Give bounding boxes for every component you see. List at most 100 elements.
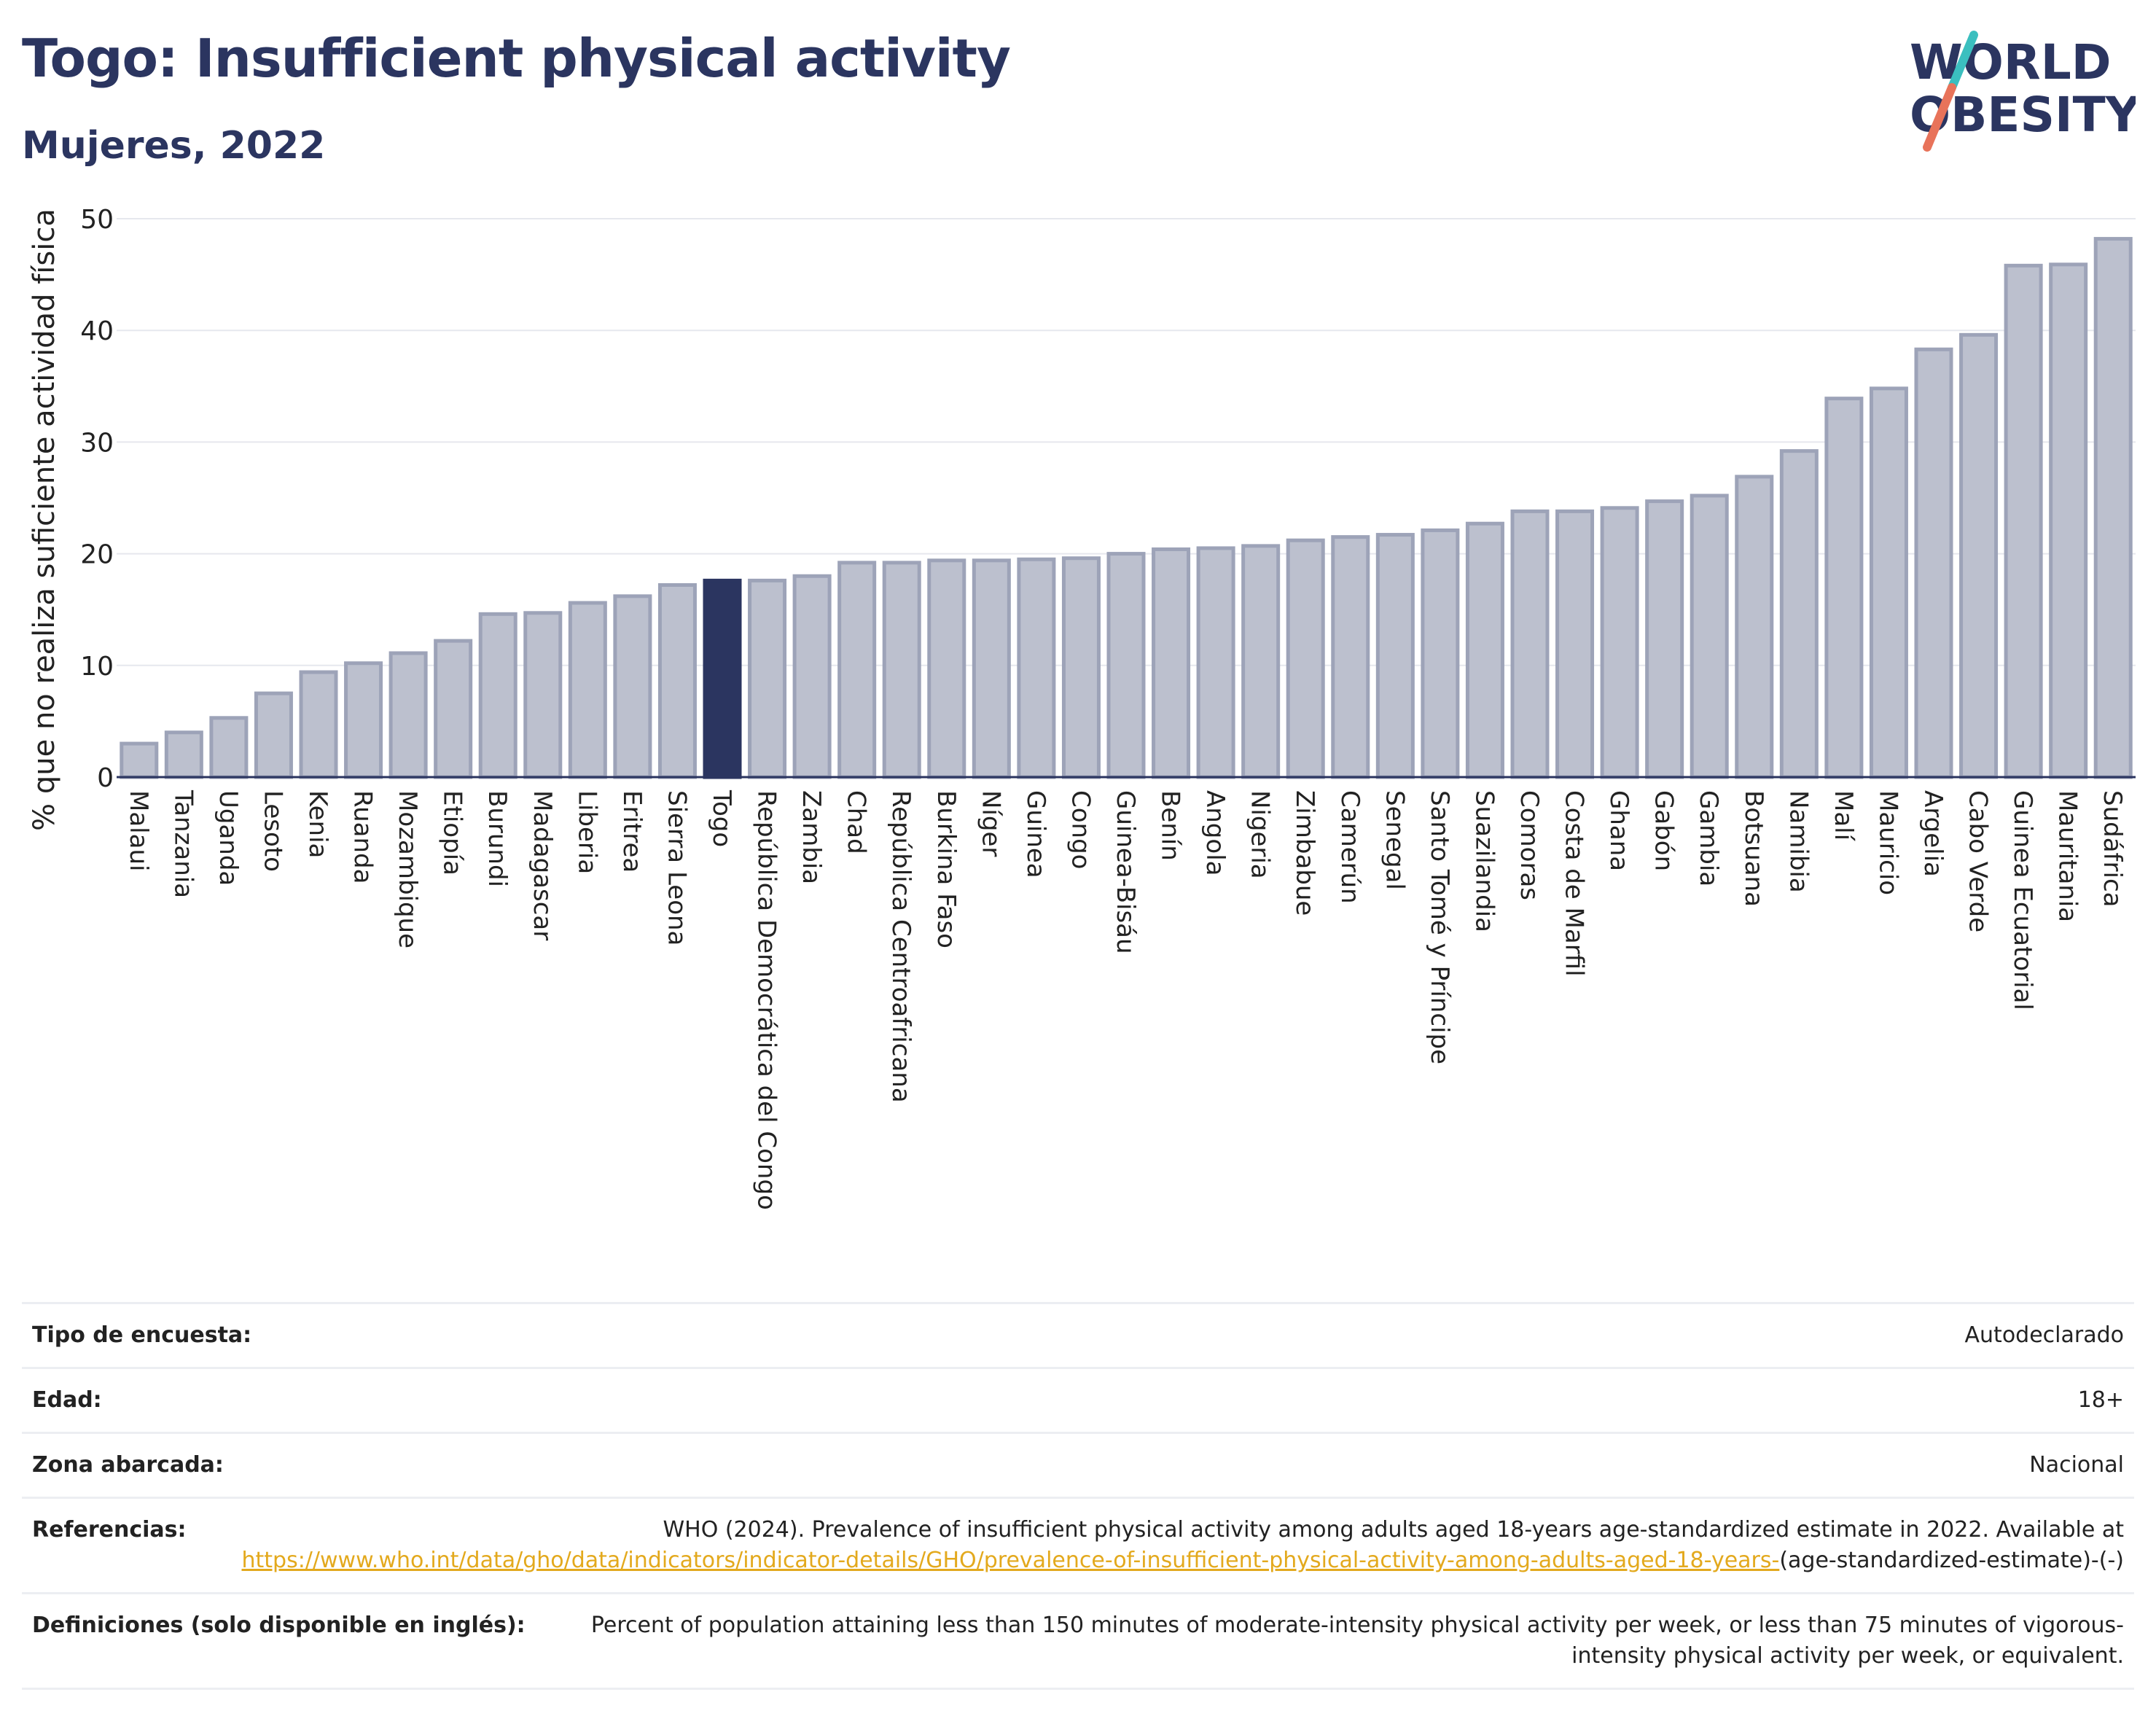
bar-malí [1824, 397, 1864, 779]
x-tick-label: Argelia [1918, 790, 1948, 877]
bar-burkina-faso [927, 558, 966, 779]
bar-senegal [1375, 533, 1415, 779]
y-axis-label: % que no realiza suficiente actividad fí… [28, 208, 61, 831]
bar-malaui [120, 741, 159, 779]
references-suffix: (age-standardized-estimate)-(-) [1779, 1548, 2124, 1573]
x-tick-label: Suazilandia [1469, 790, 1499, 932]
definitions-label: Definiciones (solo disponible en inglés)… [32, 1613, 526, 1638]
x-tick-label: Burundi [483, 790, 512, 887]
x-tick-label: Santo Tomé y Príncipe [1425, 790, 1454, 1064]
bar-zimbabue [1286, 538, 1325, 779]
bar-madagascar [523, 611, 563, 779]
y-tick-label: 0 [97, 763, 114, 793]
bar-benín [1152, 547, 1191, 779]
bar-suazilandia [1465, 521, 1504, 779]
x-tick-label: Sierra Leona [662, 790, 691, 946]
bar-gabón [1645, 499, 1684, 779]
logo-slash-bottom [1923, 83, 1956, 152]
references-link[interactable]: https://www.who.int/data/gho/data/indica… [241, 1548, 1780, 1573]
x-tick-label: Etiopía [438, 790, 467, 876]
age-value: 18+ [2077, 1387, 2124, 1413]
age-label: Edad: [32, 1387, 102, 1413]
bar-gambia [1690, 494, 1729, 779]
x-tick-label: Togo [707, 789, 736, 847]
references-row: Referencias: WHO (2024). Prevalence of i… [22, 1497, 2134, 1592]
y-tick-label: 30 [80, 428, 114, 458]
x-tick-label: Liberia [572, 790, 601, 874]
bar-mauritania [2049, 262, 2088, 779]
bar-cabo-verde [1959, 332, 1999, 779]
x-tick-label: Zambia [797, 790, 826, 884]
definitions-row: Definiciones (solo disponible en inglés)… [22, 1592, 2134, 1690]
bar-chad [837, 561, 877, 779]
y-tick-label: 40 [80, 316, 114, 346]
bar-camerún [1331, 535, 1370, 779]
survey-type-row: Tipo de encuesta: Autodeclarado [22, 1302, 2134, 1367]
area-value: Nacional [2029, 1452, 2124, 1478]
area-label: Zona abarcada: [32, 1452, 224, 1478]
y-tick-label: 20 [80, 540, 114, 570]
bar-kenia [299, 670, 338, 779]
x-tick-label: Zimbabue [1290, 790, 1319, 916]
y-tick-label: 10 [80, 652, 114, 682]
info-table: Tipo de encuesta: Autodeclarado Edad: 18… [22, 1302, 2134, 1690]
bar-mauricio [1869, 386, 1908, 779]
x-tick-label: Congo [1066, 790, 1095, 869]
page-subtitle: Mujeres, 2022 [22, 124, 326, 168]
bar-zambia [792, 574, 832, 779]
x-tick-label: Níger [976, 790, 1005, 857]
y-axis-ticks: 0 10 20 30 40 50 [80, 205, 114, 793]
x-tick-label: Malaui [124, 790, 153, 871]
bar-uganda [209, 716, 249, 779]
x-tick-label: Ruanda [348, 790, 378, 884]
bar-guinea-ecuatorial [2004, 263, 2043, 779]
bar-burundi [478, 612, 517, 779]
bar-liberia [568, 601, 607, 779]
bar-lesoto [254, 691, 293, 779]
bar-comoras [1510, 509, 1550, 779]
logo-line1: WORLD [1910, 34, 2112, 90]
references-value: WHO (2024). Prevalence of insufficient p… [187, 1515, 2124, 1576]
x-tick-label: Botsuana [1739, 790, 1768, 907]
x-tick-label: Costa de Marfil [1560, 790, 1589, 977]
x-tick-label: República Democrática del Congo [752, 790, 781, 1210]
bar-botsuana [1735, 475, 1774, 779]
logo-slash-top [1948, 31, 1978, 92]
x-tick-label: Senegal [1380, 790, 1409, 890]
bar-tanzania [164, 730, 203, 779]
x-tick-label: Chad [842, 790, 871, 854]
x-tick-label: Sudáfrica [2098, 790, 2127, 907]
x-tick-label: Mozambique [393, 790, 422, 948]
x-tick-label: Uganda [214, 790, 243, 886]
x-tick-label: Guinea Ecuatorial [2008, 790, 2037, 1010]
bar-angola [1196, 546, 1235, 779]
bar-república-democrática-del-congo [748, 578, 787, 779]
bar-santo-tomé-y-príncipe [1421, 528, 1460, 779]
bar-guinea-bisáu [1106, 552, 1146, 779]
x-tick-label: Cabo Verde [1964, 790, 1993, 932]
survey-type-value: Autodeclarado [1964, 1322, 2124, 1348]
bar-ruanda [344, 661, 383, 779]
x-tick-label: Burkina Faso [931, 790, 961, 948]
bar-níger [972, 558, 1011, 779]
x-tick-label: Kenia [303, 790, 332, 858]
x-tick-label: Benín [1156, 790, 1185, 861]
x-tick-label: Gambia [1694, 790, 1723, 886]
page-title: Togo: Insufficient physical activity [22, 28, 1011, 89]
x-tick-label: Mauritania [2053, 790, 2082, 922]
y-tick-label: 50 [80, 205, 114, 235]
definitions-value: Percent of population attaining less tha… [590, 1613, 2124, 1669]
bar-chart: 0 10 20 30 40 50 Malaui Tanzania Uganda Lesoto Ke… [28, 205, 2136, 1210]
bar-etiopía [434, 639, 473, 779]
survey-type-label: Tipo de encuesta: [32, 1322, 252, 1348]
bar-nigeria [1241, 544, 1281, 779]
bar-namibia [1779, 449, 1819, 779]
bar-congo [1061, 556, 1101, 779]
x-tick-label: Comoras [1515, 790, 1544, 900]
x-tick-label: Gabón [1649, 790, 1679, 871]
age-row: Edad: 18+ [22, 1367, 2134, 1432]
bars [120, 237, 2133, 779]
bar-argelia [1914, 347, 1953, 779]
bar-costa-de-marfil [1555, 509, 1595, 779]
x-tick-label: Nigeria [1246, 790, 1275, 879]
